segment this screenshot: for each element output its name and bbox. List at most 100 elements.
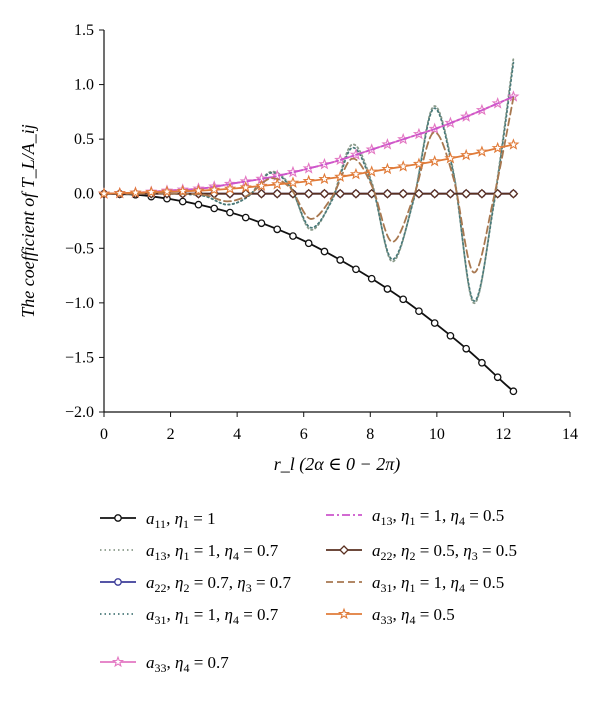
y-tick-label: 0.0 [74, 186, 94, 203]
data-point [351, 188, 361, 199]
data-point [475, 145, 489, 157]
data-point [304, 239, 313, 248]
data-point [241, 213, 250, 222]
data-point [257, 219, 266, 228]
x-axis-title: r_l (2α ∈ 0 − 2π) [274, 454, 400, 475]
data-point [444, 151, 457, 164]
legend: a11, η1 = 1 a13, η1 = 1, η4 = 0.7 a22, η2 … [100, 506, 517, 675]
legend-label: a11, η1 = 1 [146, 509, 216, 531]
y-tick-label: −1.5 [65, 349, 94, 366]
data-point [286, 176, 300, 188]
data-point [302, 174, 315, 187]
legend-marker [114, 578, 122, 586]
legend-item: a13, η1 = 1, η4 = 0.7 [100, 541, 279, 563]
x-tick-label: 10 [429, 426, 445, 443]
y-tick-label: 1.0 [74, 77, 94, 94]
data-point [113, 186, 126, 199]
data-point [446, 331, 455, 340]
series-line [103, 57, 515, 304]
series-line [103, 192, 515, 393]
data-point [412, 157, 426, 170]
plot-area: 0 2 4 6 8 10 12 14 1.5 1.0 0.5 0.0 −0.5 −1.0 −1.5 −2.0 [65, 22, 578, 443]
legend-label: a22, η2 = 0.7, η3 = 0.7 [146, 573, 292, 595]
data-point [399, 295, 408, 304]
x-tick-label: 6 [300, 426, 308, 443]
data-point [145, 185, 158, 198]
data-point [178, 197, 187, 206]
data-point [382, 188, 393, 199]
data-point [320, 247, 329, 256]
data-point [507, 138, 520, 150]
data-point [509, 387, 518, 396]
legend-label: a33, η4 = 0.7 [146, 653, 229, 675]
legend-label: a33, η4 = 0.5 [372, 605, 455, 627]
y-tick-label: −1.0 [65, 295, 94, 312]
data-point [289, 232, 297, 240]
data-point [367, 274, 376, 283]
series-line [103, 61, 515, 302]
data-point [288, 188, 298, 199]
x-tick-label: 12 [495, 426, 511, 443]
series-1 [103, 57, 515, 304]
data-point [176, 184, 189, 197]
data-point [336, 256, 345, 264]
data-point [461, 188, 472, 199]
x-tick-label: 8 [366, 426, 374, 443]
data-point [415, 307, 423, 316]
legend-item: a31, η1 = 1, η4 = 0.5 [326, 573, 504, 595]
legend-label: a31, η1 = 1, η4 = 0.7 [146, 605, 279, 627]
data-point [97, 187, 111, 199]
data-point [210, 204, 219, 213]
data-point [428, 154, 441, 167]
series-8 [97, 138, 520, 199]
legend-item: a31, η1 = 1, η4 = 0.7 [100, 605, 279, 627]
y-tick-label: −2.0 [65, 404, 94, 421]
x-tick-label: 4 [233, 426, 241, 443]
data-point [414, 188, 424, 199]
legend-item: a22, η2 = 0.5, η3 = 0.5 [326, 541, 517, 563]
data-point [349, 167, 363, 180]
data-point [460, 148, 473, 161]
data-point [430, 319, 439, 327]
data-point [365, 165, 378, 177]
data-point [208, 183, 221, 195]
data-point [256, 188, 267, 199]
data-point [239, 181, 252, 193]
data-point [273, 225, 282, 234]
data-point [352, 265, 360, 274]
legend-item: a22, η2 = 0.7, η3 = 0.7 [100, 573, 292, 595]
data-point [226, 208, 234, 217]
legend-item: a11, η1 = 1 [100, 509, 216, 531]
series-7 [103, 96, 515, 274]
legend-label: a13, η1 = 1, η4 = 0.5 [372, 506, 504, 528]
data-point [319, 188, 330, 199]
x-tick-label: 14 [562, 426, 578, 443]
y-axis-title: The coefficient of T_L/A_ij [18, 124, 38, 317]
legend-marker [114, 514, 122, 522]
data-point [335, 188, 346, 199]
legend-item: a33, η4 = 0.7 [100, 653, 229, 675]
data-point [493, 373, 502, 382]
legend-label: a13, η1 = 1, η4 = 0.7 [146, 541, 279, 563]
ticks: 0 2 4 6 8 10 12 14 1.5 1.0 0.5 0.0 −0.5 −1.0 −1.5 −2.0 [65, 22, 578, 443]
y-tick-label: 0.5 [74, 131, 94, 148]
data-point [271, 169, 284, 181]
data-point [271, 177, 284, 190]
legend-marker [111, 655, 125, 668]
data-point [272, 188, 283, 199]
series-5 [103, 95, 515, 195]
data-point [334, 170, 347, 182]
series-line [103, 95, 515, 195]
legend-label: a22, η2 = 0.5, η3 = 0.5 [372, 541, 517, 563]
data-point [192, 184, 205, 196]
data-point [223, 182, 237, 194]
data-point [478, 358, 486, 367]
data-point [318, 172, 331, 185]
legend-item: a13, η1 = 1, η4 = 0.5 [326, 506, 504, 528]
x-tick-label: 0 [100, 426, 108, 443]
legend-item: a33, η4 = 0.5 [326, 605, 455, 627]
data-point [491, 141, 504, 154]
data-point [429, 188, 440, 199]
data-point [462, 344, 471, 353]
